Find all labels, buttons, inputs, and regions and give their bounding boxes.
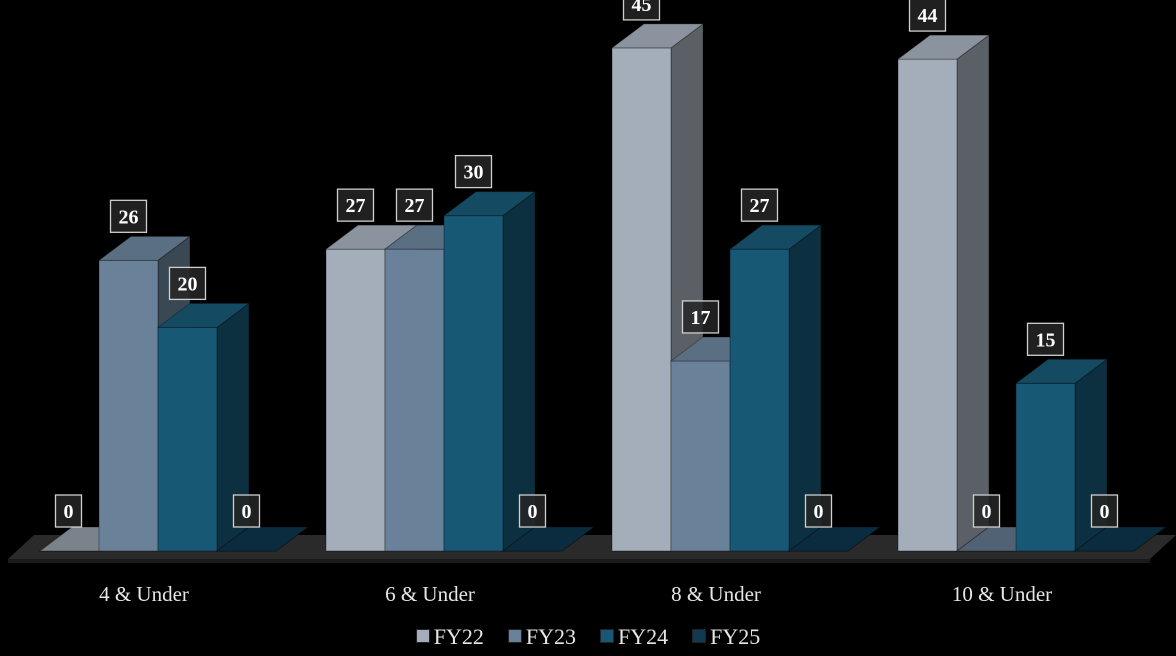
data-label-text: 27 (346, 195, 366, 217)
data-label-text: 0 (814, 501, 824, 523)
data-label-fy22-2: 45 (622, 0, 661, 21)
data-label-fy23-3: 0 (972, 494, 1001, 528)
data-label-text: 0 (1100, 501, 1110, 523)
data-label-fy23-1: 27 (395, 188, 434, 222)
bar-fy25-3 (1073, 526, 1168, 552)
bar-fy24-2 (728, 224, 823, 552)
data-label-fy22-0: 0 (54, 494, 83, 528)
data-label-text: 45 (632, 0, 652, 16)
bar-fy25-0 (215, 526, 310, 552)
data-label-text: 0 (64, 501, 74, 523)
data-label-fy24-3: 15 (1026, 322, 1065, 356)
data-label-text: 20 (178, 273, 198, 295)
legend-swatch (600, 629, 614, 643)
bar-fy25-2 (787, 526, 882, 552)
legend-swatch (415, 629, 430, 643)
data-label-text: 0 (528, 501, 538, 523)
legend-label: FY23 (525, 624, 576, 649)
data-label-fy24-0: 20 (168, 266, 207, 301)
x-tick-label: 10 & Under (952, 582, 1052, 606)
data-label-text: 0 (242, 501, 252, 523)
bar-fy22-3 (896, 34, 991, 552)
data-label-fy25-3: 0 (1090, 494, 1119, 528)
data-label-fy24-1: 30 (454, 154, 493, 189)
data-label-text: 30 (464, 162, 484, 184)
x-tick-label: 8 & Under (671, 582, 761, 606)
legend-swatch (507, 629, 522, 643)
data-label-text: 26 (119, 206, 139, 228)
data-label-fy22-3: 44 (908, 0, 947, 32)
legend-label: FY25 (710, 624, 761, 649)
data-label-fy24-2: 27 (740, 188, 779, 222)
category-labels-group: 4 & Under 6 & Under 8 & Under 10 & Under (99, 582, 1052, 606)
data-label-text: 27 (750, 195, 770, 217)
data-label-fy23-2: 17 (681, 300, 720, 334)
bar-fy25-1 (501, 526, 596, 552)
data-label-fy23-0: 26 (109, 199, 148, 233)
floor-edge (8, 559, 1150, 563)
bar-fy24-0 (156, 302, 251, 552)
bars-group (38, 22, 1168, 552)
data-label-fy25-2: 0 (804, 494, 833, 528)
data-labels-group: 0 26 20 0 27 27 30 0 45 17 27 0 44 0 15 0 (54, 0, 1119, 528)
x-tick-label: 4 & Under (99, 582, 189, 606)
legend-label: FY24 (618, 624, 669, 649)
data-label-text: 44 (918, 5, 938, 27)
data-label-text: 0 (982, 501, 992, 523)
legend-label: FY22 (433, 624, 484, 649)
floor-top (8, 535, 1176, 559)
legend-entry: FY24 (600, 624, 668, 650)
legend-entry: FY25 (692, 624, 760, 650)
data-label-fy25-1: 0 (518, 494, 547, 528)
data-label-text: 15 (1036, 329, 1056, 351)
data-label-text: 17 (691, 307, 711, 329)
legend-entry: FY22 (415, 624, 484, 650)
data-label-text: 27 (405, 195, 425, 217)
legend-swatch (692, 629, 707, 643)
data-label-fy25-0: 0 (232, 494, 261, 528)
legend: FY22 FY23 FY24 FY25 (0, 624, 1176, 650)
bar-fy24-1 (442, 190, 537, 552)
legend-entry: FY23 (507, 624, 576, 650)
x-tick-label: 6 & Under (385, 582, 475, 606)
chart-floor (8, 535, 1176, 563)
data-label-fy22-1: 27 (336, 188, 375, 222)
